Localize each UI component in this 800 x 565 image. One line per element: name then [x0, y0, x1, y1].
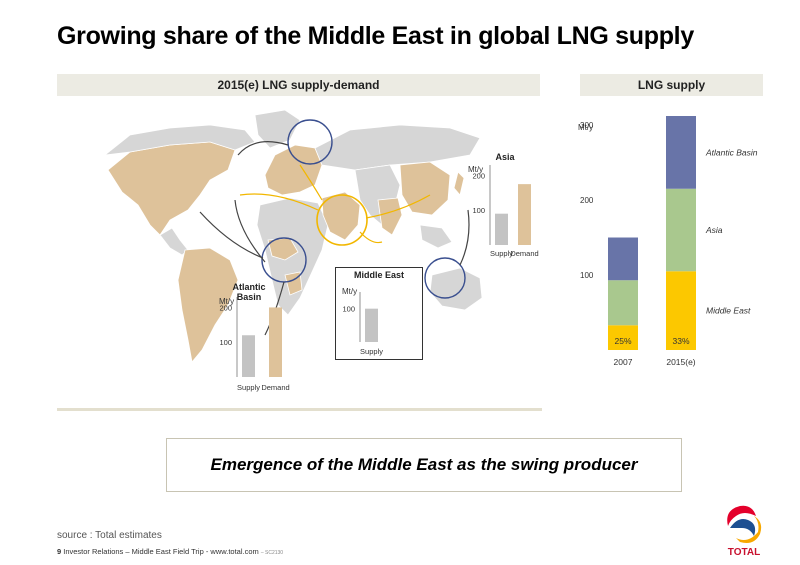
chart-series-label: Atlantic Basin — [705, 147, 758, 157]
inset-title: Asia — [495, 152, 515, 162]
chart-ytick-label: 100 — [580, 271, 594, 280]
middle-east-land — [321, 191, 361, 241]
middle-east-circle — [316, 194, 368, 246]
total-logo-icon: TOTAL — [727, 505, 762, 558]
north-america-land — [107, 141, 236, 236]
chart-ylabel: Mt/y — [578, 123, 593, 132]
footer-text: Investor Relations – Middle East Field T… — [61, 547, 259, 556]
chart-bar-segment — [608, 237, 638, 281]
tagline-box: Emergence of the Middle East as the swin… — [166, 438, 682, 492]
inset-title-line: Basin — [237, 292, 262, 302]
inset-tick-label: 100 — [219, 338, 232, 347]
inset-bar-demand — [518, 184, 531, 245]
middle-east-inset-box — [335, 267, 423, 360]
lng-supply-chart: Mt/y 100 200 300 25% 33% 2007 2015(e) Middle Eas… — [578, 116, 758, 367]
logo-wordmark: TOTAL — [728, 547, 760, 558]
chart-ytick-label: 200 — [580, 196, 594, 205]
inset-bar-label: Demand — [510, 249, 538, 258]
chart-bar-segment — [666, 271, 696, 350]
russia-land — [314, 124, 481, 171]
flow-me-to-europe — [299, 164, 323, 201]
land-masses — [103, 109, 483, 363]
chart-category-label: 2007 — [614, 357, 633, 367]
source-note: source : Total estimates — [57, 530, 162, 541]
inset-bar-label: Supply — [237, 383, 260, 392]
inset-tick-label: 100 — [342, 305, 355, 314]
chart-series-label: Asia — [705, 225, 723, 235]
world-map — [103, 109, 483, 363]
inset-bar-label: Supply — [490, 249, 513, 258]
southeast-asia-land — [419, 224, 453, 249]
inset-bar-label: Demand — [261, 383, 289, 392]
inset-middle-east-chart: Middle East Mt/y 100 Supply — [342, 270, 404, 356]
chart-bar-segment — [666, 116, 696, 189]
chart-share-label: 25% — [614, 336, 631, 346]
flow-me-to-atlantic — [239, 193, 319, 211]
japan-land — [453, 171, 465, 196]
inset-unit-label: Mt/y — [342, 287, 357, 296]
chart-series-label: Middle East — [706, 306, 751, 316]
inset-unit-label: Mt/y — [468, 165, 483, 174]
chart-bar-segment — [608, 325, 638, 350]
inset-bar-supply — [242, 335, 255, 377]
india-land — [377, 197, 403, 236]
inset-tick-label: 100 — [472, 206, 485, 215]
slide-title: Growing share of the Middle East in glob… — [57, 22, 694, 50]
flow-arrows — [199, 141, 470, 336]
chart-category-label: 2015(e) — [666, 357, 695, 367]
inset-title-line: Atlantic — [232, 282, 265, 292]
footer-code: – SC2130 — [260, 550, 284, 556]
inset-title: Middle East — [354, 270, 404, 280]
footer: 9 Investor Relations – Middle East Field… — [57, 547, 283, 556]
inset-tick-label: 200 — [219, 303, 232, 312]
east-asia-land — [399, 161, 451, 216]
chart-share-label: 33% — [672, 336, 689, 346]
chart-ytick-label: 300 — [580, 121, 594, 130]
canada-land — [103, 124, 256, 156]
flow-africa-to-america — [199, 211, 264, 259]
flow-me-to-asia — [365, 194, 431, 219]
europe-land — [264, 144, 323, 196]
southeast-asia-circle — [424, 257, 466, 299]
chart-bar-segment — [666, 188, 696, 272]
supply-demand-panel-header: 2015(e) LNG supply-demand — [57, 74, 540, 96]
flow-me-to-india — [359, 231, 383, 244]
inset-tick-label: 200 — [472, 171, 485, 180]
central-america-land — [159, 227, 189, 256]
section-divider — [57, 408, 542, 411]
flow-sea-to-asia — [459, 209, 470, 266]
inset-unit-label: Mt/y — [219, 297, 234, 306]
tagline-text: Emergence of the Middle East as the swin… — [210, 455, 638, 474]
south-america-land — [177, 247, 239, 363]
lng-supply-panel-header: LNG supply — [580, 74, 763, 96]
chart-bar-segment — [608, 280, 638, 326]
flow-europe-to-america — [237, 141, 289, 156]
page-number: 9 — [57, 547, 62, 556]
australia-land — [429, 267, 483, 311]
europe-circle — [287, 119, 333, 165]
inset-bar-supply — [365, 308, 378, 342]
inset-bar-label: Supply — [360, 347, 383, 356]
flow-africa-north — [234, 199, 266, 263]
inset-bar-supply — [495, 213, 508, 245]
inset-bar-demand — [269, 307, 282, 377]
